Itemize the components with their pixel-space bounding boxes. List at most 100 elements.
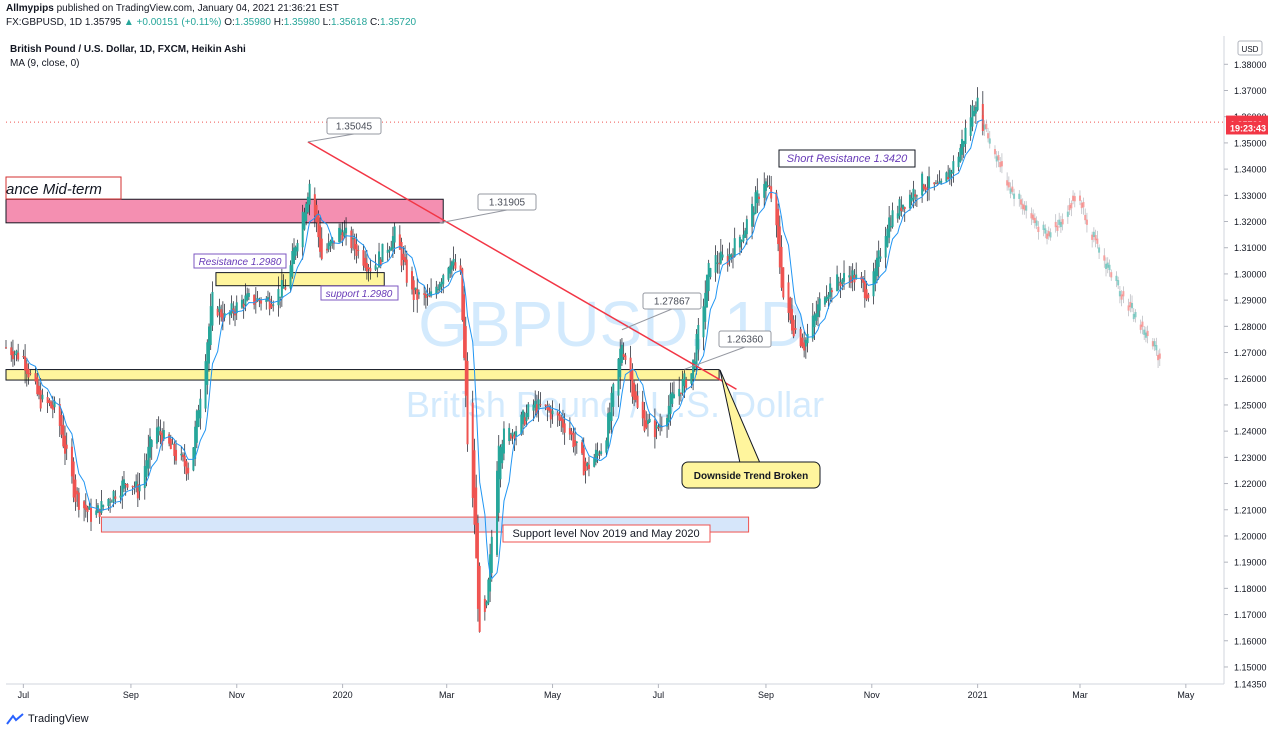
- projection-body: [1091, 234, 1094, 240]
- candle: [792, 315, 795, 339]
- candle-body: [86, 507, 89, 512]
- projection-candle: [1072, 190, 1075, 205]
- candle-body: [575, 441, 578, 443]
- callout-131905-label: 1.31905: [489, 198, 526, 209]
- candle-body: [721, 254, 724, 258]
- candle-body: [549, 409, 552, 420]
- candle-body: [367, 267, 370, 270]
- candle-body: [25, 363, 28, 375]
- candle-body: [476, 522, 479, 609]
- candle: [964, 119, 967, 153]
- candle: [27, 363, 30, 385]
- candle: [315, 200, 318, 233]
- candle-body: [900, 207, 903, 212]
- x-axis[interactable]: Jul Sep Nov 2020 Mar May Jul Sep Nov 2021 Mar May: [18, 684, 1195, 700]
- candle-body: [77, 492, 80, 510]
- candle-body: [733, 238, 736, 257]
- candle-body: [168, 434, 171, 444]
- projection-body: [1006, 180, 1009, 186]
- projection-body: [1047, 231, 1050, 237]
- candle: [738, 234, 741, 256]
- projection-body: [1061, 219, 1064, 225]
- callout-127867-box: [642, 292, 702, 310]
- candle: [730, 253, 733, 263]
- projection-candle: [1080, 200, 1083, 215]
- candle-body: [631, 368, 634, 397]
- candle: [593, 453, 596, 468]
- candle: [90, 498, 93, 531]
- candle: [447, 266, 450, 282]
- projection-candle: [1070, 200, 1073, 217]
- low-label: L:: [322, 17, 331, 28]
- projection-candle: [1105, 257, 1108, 277]
- candle: [183, 444, 186, 474]
- candle-body: [308, 183, 311, 205]
- candle-body: [450, 261, 453, 270]
- candle-body: [827, 294, 830, 299]
- candle: [450, 260, 453, 278]
- candle-body: [768, 185, 771, 188]
- candle-body: [325, 248, 328, 251]
- candle-body: [173, 443, 176, 456]
- projection-body: [1037, 226, 1040, 233]
- candle-body: [390, 247, 393, 251]
- candle: [159, 419, 162, 445]
- projection-candle: [1056, 219, 1059, 237]
- candle-body: [412, 280, 415, 301]
- candle-body: [63, 435, 66, 454]
- candle: [707, 259, 710, 302]
- projection-candle: [993, 145, 996, 159]
- projection-candle: [1127, 298, 1130, 317]
- candle: [173, 441, 176, 465]
- candle: [15, 349, 18, 362]
- support-label-frame: [320, 285, 399, 301]
- candle: [726, 248, 729, 272]
- candle: [922, 183, 925, 192]
- downtrend-line: [307, 141, 737, 390]
- candle: [915, 194, 918, 207]
- projection-body: [1018, 193, 1021, 199]
- candle-body: [716, 262, 719, 264]
- y-axis[interactable]: 1.380001.370001.360001.350001.340001.330…: [1224, 60, 1268, 690]
- support-label: support 1.2980: [320, 285, 399, 301]
- candle: [910, 192, 913, 206]
- candle: [744, 227, 747, 239]
- candle-body: [756, 190, 759, 204]
- candle: [617, 357, 620, 408]
- projection-candle: [1078, 190, 1081, 206]
- legend-indicator: MA (9, close, 0): [10, 58, 80, 69]
- candle: [109, 497, 112, 513]
- candle: [194, 420, 197, 467]
- candle-body: [485, 601, 488, 606]
- candle-body: [145, 460, 148, 478]
- projection-candle: [1037, 221, 1040, 240]
- candle-body: [924, 186, 927, 191]
- currency-badge[interactable]: USD: [1237, 40, 1263, 56]
- candle-body: [51, 404, 54, 410]
- candle-body: [806, 333, 809, 344]
- x-tick-label: Sep: [123, 690, 139, 700]
- candle: [631, 363, 634, 404]
- projection-body: [1118, 291, 1121, 297]
- candle: [234, 305, 237, 327]
- candle: [695, 329, 698, 375]
- candle-body: [561, 419, 564, 428]
- candle-body: [155, 427, 158, 444]
- projection-body: [983, 124, 986, 130]
- candle-body: [731, 255, 734, 258]
- candle-body: [393, 226, 396, 243]
- watermark-symbol: GBPUSD, 1D: [418, 288, 806, 360]
- candle-body: [695, 333, 698, 366]
- candle: [561, 409, 564, 435]
- author-name[interactable]: Allmypips: [6, 3, 54, 14]
- candle-body: [417, 292, 420, 295]
- candle-body: [235, 302, 238, 314]
- candle: [648, 413, 651, 424]
- candle-body: [60, 414, 63, 435]
- watermark: GBPUSD, 1D British Pound / U.S. Dollar: [406, 288, 824, 425]
- footer-brand[interactable]: TradingView: [6, 713, 89, 725]
- candle: [574, 427, 577, 456]
- candle-body: [875, 257, 878, 277]
- resistance-label-text: Resistance 1.2980: [199, 257, 282, 268]
